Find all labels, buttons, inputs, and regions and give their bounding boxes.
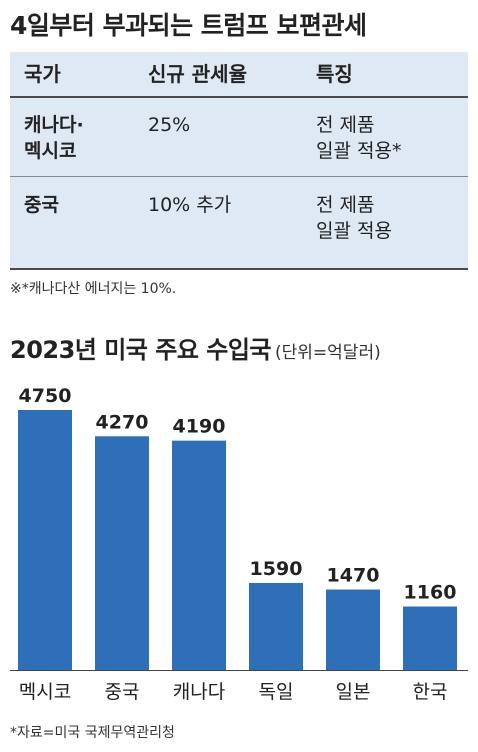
category-label-1: 멕시코	[19, 681, 71, 703]
chart-title: 2023년 미국 주요 수입국	[10, 336, 272, 364]
bar-value-label-1: 4750	[19, 385, 72, 407]
category-label-5: 일본	[336, 681, 371, 703]
row-2-rate: 10% 추가	[148, 194, 232, 216]
row-1-country: 캐나다· 멕시코	[24, 114, 84, 162]
chart-source: *자료=미국 국제무역관리청	[10, 725, 175, 741]
header-country: 국가	[24, 62, 61, 86]
bar-5	[326, 589, 380, 670]
bar-value-label-4: 1590	[250, 558, 303, 580]
chart-title-block: 2023년 미국 주요 수입국 (단위=억달러)	[10, 330, 381, 365]
row-1-rate: 25%	[148, 114, 191, 136]
row-1-feature: 전 제품 일괄 적용*	[316, 114, 402, 162]
row-2-feature: 전 제품 일괄 적용	[316, 194, 392, 242]
category-label-6: 한국	[413, 681, 448, 703]
bar-2	[95, 436, 149, 670]
row-divider	[10, 176, 468, 177]
header-rate: 신규 관세율	[148, 62, 247, 86]
bar-value-label-5: 1470	[327, 565, 380, 587]
bar-value-label-6: 1160	[404, 582, 457, 604]
header-feature: 특징	[316, 62, 353, 86]
row-2-country: 중국	[24, 194, 59, 216]
bar-3	[172, 440, 226, 670]
category-label-3: 캐나다	[173, 681, 225, 703]
category-label-4: 독일	[259, 681, 294, 703]
category-label-2: 중국	[105, 681, 140, 703]
bar-value-label-2: 4270	[96, 411, 149, 433]
header-rule	[10, 96, 468, 98]
bar-1	[18, 410, 72, 670]
tariff-table: 국가 신규 관세율 특징 캐나다· 멕시코 25% 전 제품 일괄 적용* 중국…	[10, 52, 468, 270]
bar-4	[249, 582, 303, 670]
table-footnote: ※*캐나다산 에너지는 10%.	[10, 281, 177, 297]
tariff-table-title: 4일부터 부과되는 트럼프 보편관세	[10, 11, 367, 40]
bar-chart: 4750 멕시코 4270 중국 4190 캐나다 1590 독일 1470 일본 1160 한국	[10, 385, 468, 703]
table-bottom-rule	[10, 268, 468, 270]
bar-value-label-3: 4190	[173, 416, 226, 438]
chart-unit: (단위=억달러)	[275, 343, 381, 363]
bar-6	[403, 606, 457, 670]
